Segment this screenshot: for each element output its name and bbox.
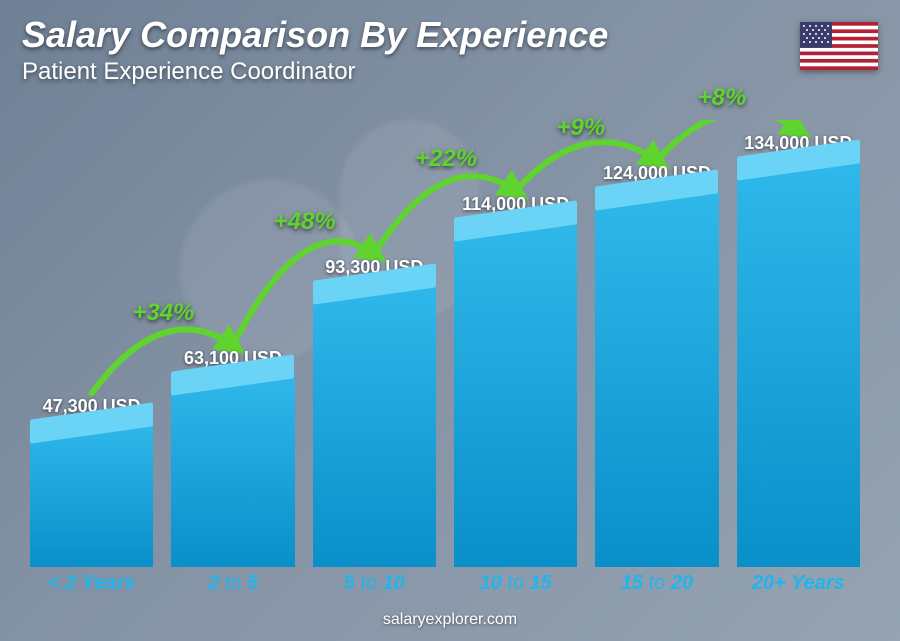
- bar: [30, 423, 153, 567]
- x-axis-label: 10 to 15: [454, 572, 577, 595]
- bar-wrap: 114,000 USD: [454, 194, 577, 567]
- footer-attribution: salaryexplorer.com: [0, 611, 900, 629]
- x-axis-label: < 2 Years: [30, 572, 153, 595]
- bar-wrap: 63,100 USD: [171, 348, 294, 567]
- chart-subtitle: Patient Experience Coordinator: [22, 58, 356, 86]
- bar-group: 47,300 USD63,100 USD93,300 USD114,000 US…: [30, 120, 860, 567]
- increase-pct-label: +8%: [698, 84, 747, 112]
- x-axis-label: 15 to 20: [595, 572, 718, 595]
- x-axis-label: 2 to 5: [171, 572, 294, 595]
- increase-pct-label: +9%: [556, 114, 605, 142]
- increase-pct-label: +34%: [132, 299, 194, 327]
- increase-pct-label: +48%: [274, 208, 336, 236]
- bar: [171, 375, 294, 567]
- bar-wrap: 47,300 USD: [30, 396, 153, 567]
- chart-area: 47,300 USD63,100 USD93,300 USD114,000 US…: [30, 120, 860, 595]
- chart-title: Salary Comparison By Experience: [22, 14, 608, 56]
- bar: [595, 190, 718, 567]
- bar-wrap: 124,000 USD: [595, 163, 718, 567]
- increase-pct-label: +22%: [415, 145, 477, 173]
- bar: [454, 221, 577, 567]
- bar-wrap: 134,000 USD: [737, 133, 860, 567]
- x-axis-label: 20+ Years: [737, 572, 860, 595]
- bar: [313, 284, 436, 567]
- usa-flag-icon: [800, 22, 878, 70]
- bar: [737, 160, 860, 567]
- bar-wrap: 93,300 USD: [313, 257, 436, 567]
- x-axis-label: 5 to 10: [313, 572, 436, 595]
- x-axis-labels: < 2 Years 2 to 5 5 to 10 10 to 15 15 to 20 20…: [30, 572, 860, 595]
- infographic-canvas: Salary Comparison By Experience Patient …: [0, 0, 900, 641]
